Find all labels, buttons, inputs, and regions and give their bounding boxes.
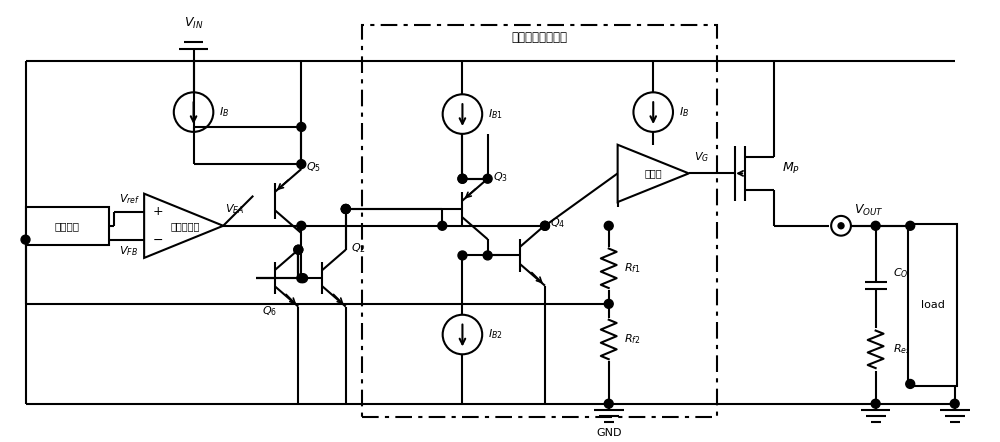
Circle shape: [341, 205, 350, 213]
Circle shape: [458, 174, 467, 183]
Text: $Q_5$: $Q_5$: [306, 160, 321, 174]
Text: 驱动器: 驱动器: [644, 168, 662, 179]
Circle shape: [483, 174, 492, 183]
Circle shape: [604, 221, 613, 230]
Circle shape: [906, 221, 915, 230]
Text: $I_B$: $I_B$: [679, 105, 689, 119]
Text: GND: GND: [596, 428, 621, 438]
Text: $V_{IN}$: $V_{IN}$: [184, 16, 203, 31]
Circle shape: [871, 221, 880, 230]
Circle shape: [604, 399, 613, 408]
Text: $V_{FB}$: $V_{FB}$: [119, 244, 138, 259]
Bar: [362, 25, 717, 416]
Text: $C_O$: $C_O$: [893, 267, 909, 280]
Circle shape: [294, 245, 303, 254]
Circle shape: [297, 160, 306, 168]
Circle shape: [294, 245, 303, 254]
Text: $+$: $+$: [152, 206, 164, 218]
Text: $V_{OUT}$: $V_{OUT}$: [854, 203, 884, 218]
Circle shape: [341, 205, 350, 213]
Circle shape: [458, 174, 467, 183]
Circle shape: [838, 223, 844, 229]
Text: $I_{B1}$: $I_{B1}$: [488, 107, 503, 121]
Text: 参考电压: 参考电压: [55, 221, 80, 231]
Text: $Q_4$: $Q_4$: [550, 216, 565, 230]
Text: $V_G$: $V_G$: [694, 150, 709, 164]
Text: $V_{ref}$: $V_{ref}$: [119, 192, 141, 206]
Circle shape: [458, 251, 467, 260]
Text: $R_{f2}$: $R_{f2}$: [624, 332, 640, 347]
Text: load: load: [921, 300, 944, 310]
Text: 误差放大器: 误差放大器: [171, 221, 200, 231]
Circle shape: [297, 221, 306, 230]
Circle shape: [483, 251, 492, 260]
Text: $Q_2$: $Q_2$: [351, 241, 366, 255]
FancyBboxPatch shape: [908, 224, 957, 386]
Text: $Q_6$: $Q_6$: [262, 304, 277, 318]
Circle shape: [871, 399, 880, 408]
Text: $R_{esr}$: $R_{esr}$: [893, 343, 916, 356]
Circle shape: [297, 122, 306, 131]
FancyBboxPatch shape: [26, 207, 109, 244]
Text: $Q_3$: $Q_3$: [493, 170, 508, 184]
Text: 瞬态响应放电通路: 瞬态响应放电通路: [512, 31, 568, 44]
Text: $M_P$: $M_P$: [782, 161, 800, 176]
Circle shape: [541, 221, 549, 230]
Text: $I_{B2}$: $I_{B2}$: [488, 328, 503, 341]
Circle shape: [299, 274, 308, 282]
Circle shape: [541, 221, 549, 230]
Text: $R_{f1}$: $R_{f1}$: [624, 261, 640, 275]
Circle shape: [341, 205, 350, 213]
Text: $-$: $-$: [152, 233, 164, 246]
Circle shape: [950, 399, 959, 408]
Circle shape: [21, 235, 30, 244]
Circle shape: [604, 299, 613, 309]
Circle shape: [906, 380, 915, 389]
Circle shape: [438, 221, 447, 230]
Text: $V_{EA}$: $V_{EA}$: [225, 202, 244, 216]
Text: $I_B$: $I_B$: [219, 105, 229, 119]
Circle shape: [297, 274, 306, 282]
